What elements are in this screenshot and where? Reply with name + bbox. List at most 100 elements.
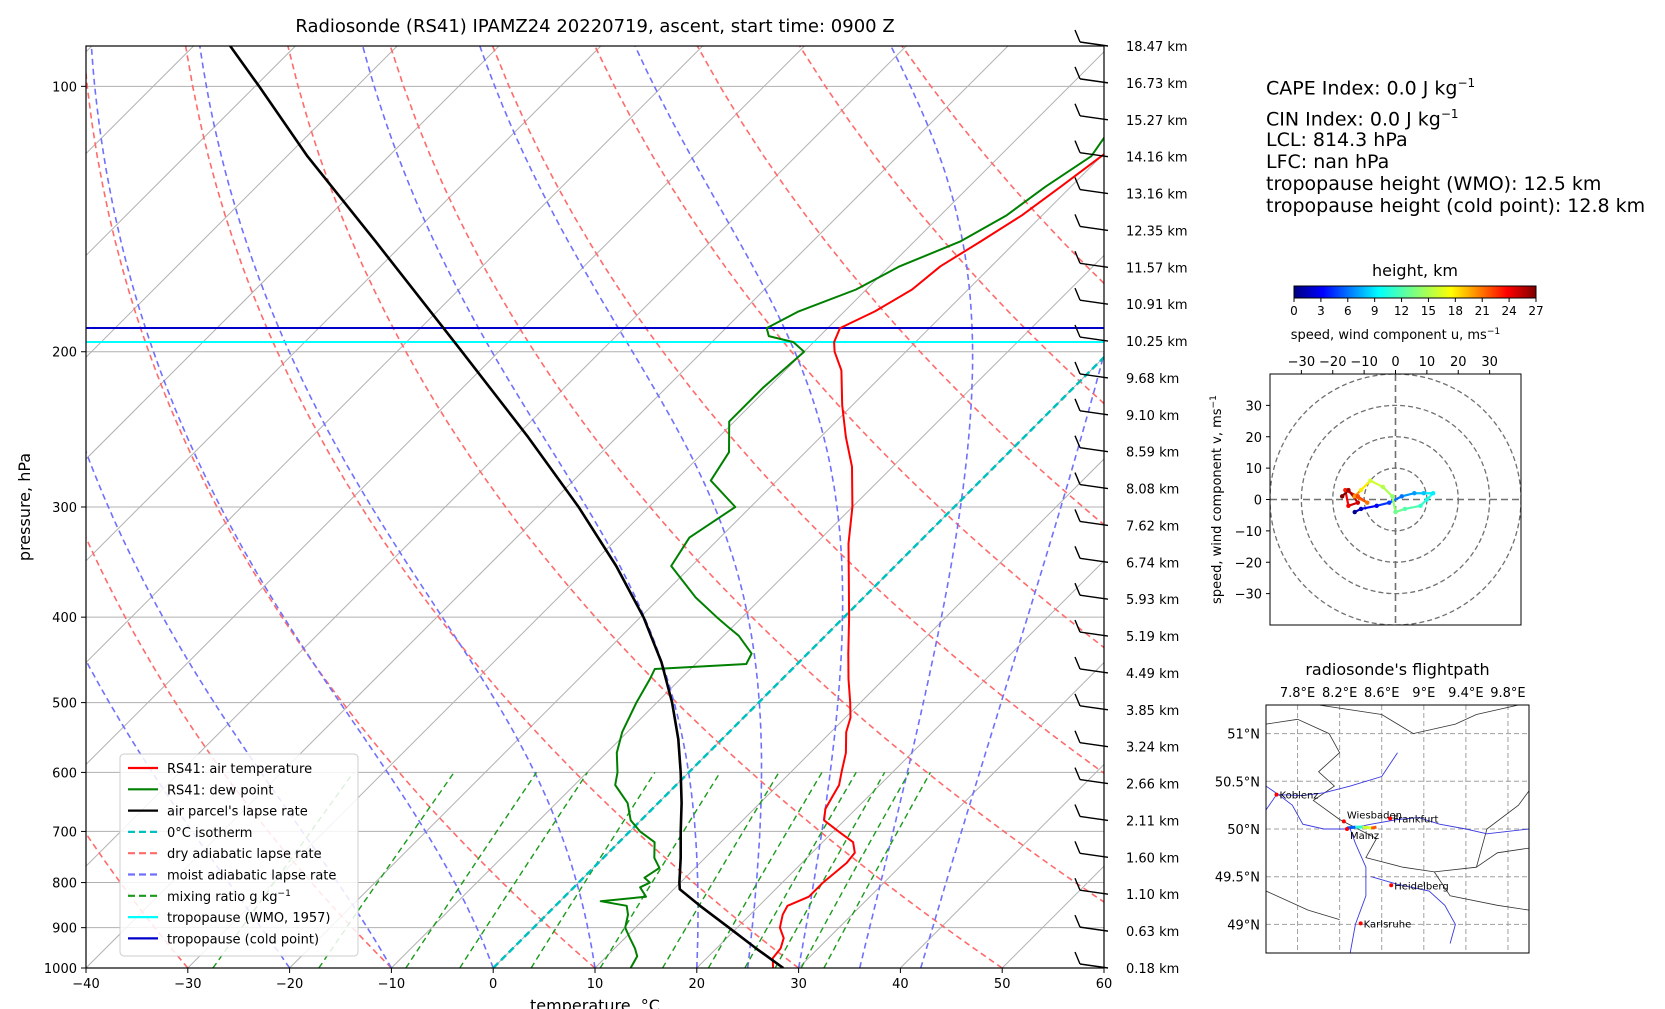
hodograph-point (1343, 487, 1348, 493)
y-tick-label: 600 (52, 766, 77, 781)
wind-barb-flag (1074, 398, 1081, 412)
dry-adiabat (696, 46, 1104, 526)
moist-adiabat (86, 658, 291, 968)
hodograph-point (1399, 494, 1404, 499)
hodograph-point (1421, 491, 1426, 496)
hodograph-segment (1391, 495, 1397, 514)
wind-barb-flag (1074, 214, 1081, 227)
colorbar (1293, 285, 1537, 299)
series-parcel-lapse-rate (228, 46, 785, 968)
height-label: 7.62 km (1126, 519, 1179, 534)
colorbar-tick-label: 9 (1371, 304, 1379, 318)
x-tick-label: −30 (174, 977, 201, 992)
map-city-label: Frankfurt (1393, 815, 1438, 826)
wind-barb (1079, 410, 1109, 416)
colorbar-tick-label: 12 (1394, 304, 1409, 318)
wind-barb-flag (1074, 287, 1081, 301)
moist-adiabat (858, 46, 974, 968)
wind-barb-flag (1074, 951, 1081, 965)
wind-barb (1079, 483, 1109, 490)
wind-barb-flag (1074, 693, 1081, 707)
moist-adiabat (479, 46, 763, 968)
map-lat-label: 49.5°N (1215, 871, 1260, 886)
mixing-ratio-line (774, 772, 886, 968)
hodograph-y-tick-label: 0 (1254, 494, 1262, 509)
wind-barb (1079, 631, 1109, 637)
height-label: 5.19 km (1126, 630, 1179, 645)
height-label: 1.60 km (1126, 851, 1179, 866)
isotherm-gridline (86, 46, 398, 358)
moist-adiabat (199, 46, 596, 968)
map-lon-label: 9.8°E (1490, 686, 1525, 701)
map-city-marker (1358, 921, 1363, 926)
hodograph-point (1346, 487, 1351, 493)
wind-barb-flag (1074, 730, 1081, 743)
mixing-ratio-line (599, 772, 721, 968)
height-label: 2.11 km (1126, 814, 1179, 829)
height-label: 0.63 km (1126, 925, 1179, 940)
mixing-ratio-line (744, 772, 857, 968)
hodograph-segment (1381, 485, 1394, 498)
wind-barb (1079, 188, 1109, 195)
y-tick-label: 1000 (44, 962, 77, 977)
lcl-value: LCL: 814.3 hPa (1266, 129, 1408, 151)
dry-adiabat (491, 46, 1104, 775)
wind-barb (1079, 815, 1109, 822)
map-flightpath-segment (1362, 825, 1372, 830)
wind-barb (1079, 115, 1109, 121)
hodograph-x-tick-label: 30 (1481, 355, 1498, 370)
wind-barb-flag (1074, 546, 1081, 559)
wind-barb (1079, 926, 1109, 932)
map-border (1266, 718, 1529, 873)
legend-label: tropopause (WMO, 1957) (167, 911, 330, 926)
wind-barb-flag (1074, 841, 1081, 854)
wind-barb (1079, 705, 1109, 711)
height-label: 10.25 km (1126, 335, 1188, 350)
hodograph-point (1339, 494, 1345, 499)
legend-label: 0°C isotherm (167, 826, 252, 841)
isotherm-gridline (696, 560, 1104, 968)
hodograph-point (1355, 494, 1361, 499)
height-label: 9.10 km (1126, 409, 1179, 424)
hodograph-point (1355, 500, 1361, 505)
hodograph-point (1352, 509, 1357, 515)
isotherm-gridline (86, 46, 296, 257)
wind-barb-flag (1074, 177, 1081, 190)
height-label: 14.16 km (1126, 151, 1188, 166)
wind-barb-flag (1074, 435, 1081, 448)
wind-barb-flag (1074, 103, 1081, 117)
wind-barb-flag (1074, 251, 1081, 264)
wind-barb-flag (1074, 29, 1081, 43)
y-axis-label: pressure, hPa (15, 453, 34, 561)
hodograph-point (1393, 509, 1398, 515)
mixing-ratio-line (530, 772, 656, 968)
height-label: 2.66 km (1126, 778, 1179, 793)
hodograph-x-tick-label: −20 (1319, 355, 1346, 370)
x-axis-label: temperature, °C (530, 996, 660, 1009)
dry-adiabat (184, 46, 800, 968)
isotherm-gridline (86, 46, 500, 460)
map-lon-label: 7.8°E (1280, 686, 1315, 701)
map-city-label: Wiesbaden (1347, 810, 1402, 821)
hodograph-y-tick-label: −10 (1235, 525, 1262, 540)
hodograph-segment (1359, 479, 1372, 492)
map-lat-label: 49°N (1227, 918, 1260, 933)
map-river (1266, 794, 1277, 811)
legend-box (119, 753, 359, 957)
wind-barb (1079, 963, 1109, 969)
height-label: 11.57 km (1126, 261, 1188, 276)
wind-barb (1079, 520, 1109, 527)
hodograph-point (1424, 497, 1430, 502)
wind-barb (1079, 336, 1109, 342)
map-lat-label: 50°N (1227, 823, 1260, 838)
x-tick-label: 40 (892, 977, 909, 992)
legend-label: moist adiabatic lapse rate (167, 869, 336, 884)
height-label: 9.68 km (1126, 372, 1179, 387)
wind-barb-flag (1074, 324, 1081, 338)
hodograph-x-tick-label: −10 (1350, 355, 1377, 370)
wind-barb-flag (1074, 877, 1081, 891)
hodograph-point (1430, 491, 1436, 496)
legend-label: RS41: dew point (167, 783, 274, 798)
